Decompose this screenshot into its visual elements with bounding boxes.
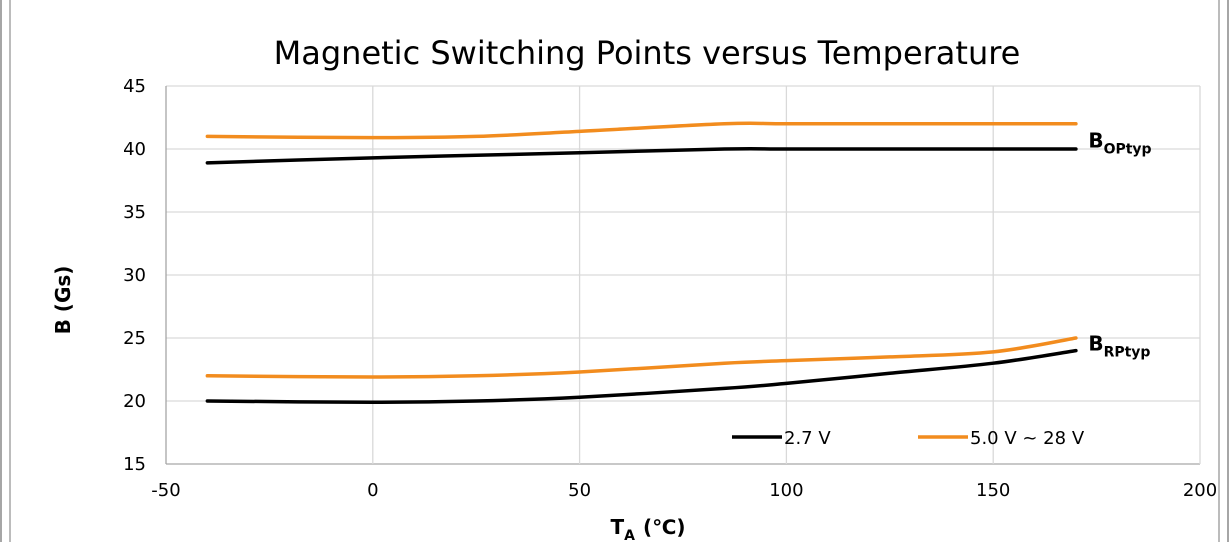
x-tick-label: 0 — [367, 480, 378, 501]
legend-label-v50: 5.0 V ~ 28 V — [970, 428, 1085, 449]
x-tick-label: -50 — [151, 480, 180, 501]
y-axis-title: B (Gs) — [51, 266, 75, 335]
series-annotation-sub: RPtyp — [1104, 344, 1151, 360]
series-annotation-main: B — [1088, 331, 1103, 355]
series-annotation-sub: OPtyp — [1104, 141, 1152, 157]
x-axis-title-unit: (℃) — [643, 515, 686, 539]
series-lines — [205, 121, 1078, 405]
legend: 2.7 V 5.0 V ~ 28 V — [732, 428, 1085, 449]
x-tick-label: 50 — [568, 480, 591, 501]
y-tick-label: 45 — [123, 76, 146, 97]
y-tick-label: 15 — [123, 454, 146, 475]
x-tick-label: 100 — [769, 480, 803, 501]
chart-title: Magnetic Switching Points versus Tempera… — [274, 34, 1021, 72]
x-axis-title-sub: A — [624, 528, 635, 542]
y-tick-label: 40 — [123, 139, 146, 160]
plot-area-frame — [9, 0, 1220, 542]
y-tick-label: 35 — [123, 202, 146, 223]
y-tick-label: 30 — [123, 265, 146, 286]
grid — [165, 85, 1201, 465]
y-tick-label: 20 — [123, 391, 146, 412]
series-annotation-main: B — [1088, 128, 1103, 152]
x-tick-label: 150 — [976, 480, 1010, 501]
series-line-v27-BRP — [205, 348, 1078, 405]
series-line-v50-BRP — [205, 336, 1078, 379]
series-line-v50-BOP — [205, 121, 1078, 140]
legend-label-v27: 2.7 V — [784, 428, 831, 449]
series-line-v27-BOP — [205, 146, 1078, 165]
tick-labels: 15 20 25 30 35 40 45 -50 0 50 100 150 200 — [123, 76, 1217, 501]
x-axis-title: TA (℃) — [611, 515, 686, 542]
series-annotation-RPtyp: BRPtyp — [1088, 331, 1150, 360]
x-tick-label: 200 — [1183, 480, 1217, 501]
y-tick-label: 25 — [123, 328, 146, 349]
series-annotation-OPtyp: BOPtyp — [1088, 128, 1151, 157]
x-axis-title-main: T — [611, 515, 625, 539]
